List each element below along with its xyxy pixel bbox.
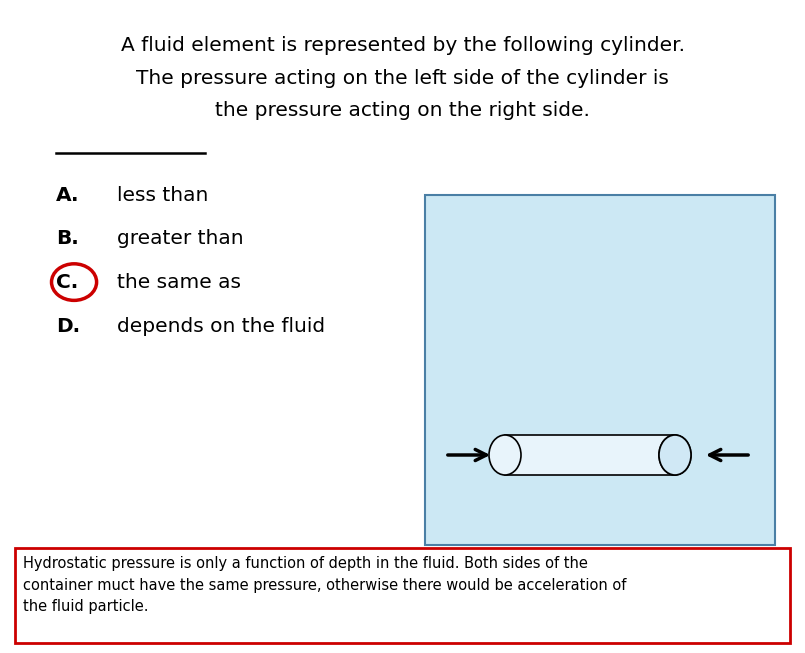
- Text: greater than: greater than: [117, 229, 243, 248]
- Text: the same as: the same as: [117, 272, 241, 292]
- Ellipse shape: [659, 435, 691, 475]
- Text: D.: D.: [56, 317, 80, 336]
- Text: the pressure acting on the right side.: the pressure acting on the right side.: [215, 101, 590, 120]
- Text: A fluid element is represented by the following cylinder.: A fluid element is represented by the fo…: [121, 36, 684, 55]
- Text: less than: less than: [117, 186, 208, 206]
- Text: Hydrostatic pressure is only a function of depth in the fluid. Both sides of the: Hydrostatic pressure is only a function …: [23, 556, 626, 614]
- Ellipse shape: [659, 435, 691, 475]
- Text: C.: C.: [56, 272, 79, 292]
- Text: depends on the fluid: depends on the fluid: [117, 317, 325, 336]
- Text: A.: A.: [56, 186, 80, 206]
- Text: The pressure acting on the left side of the cylinder is: The pressure acting on the left side of …: [136, 69, 669, 88]
- Text: B.: B.: [56, 229, 79, 248]
- Ellipse shape: [489, 435, 521, 475]
- Bar: [15, 548, 790, 643]
- Bar: [425, 195, 775, 545]
- Bar: [505, 435, 675, 475]
